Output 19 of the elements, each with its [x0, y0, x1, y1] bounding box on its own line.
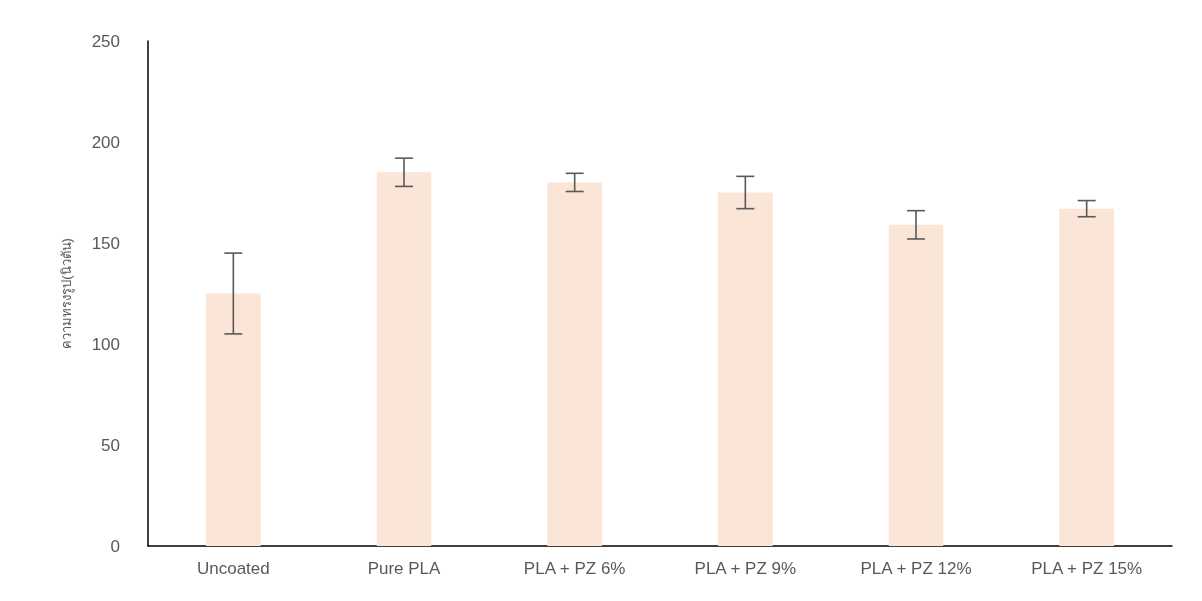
x-tick-label: PLA + PZ 9% — [694, 559, 797, 578]
bar — [1059, 208, 1114, 546]
x-tick-label: Pure PLA — [367, 559, 442, 578]
y-tick-label: 200 — [91, 132, 120, 152]
y-tick-label: 100 — [91, 334, 120, 354]
x-tick-label: PLA + PZ 6% — [523, 559, 626, 578]
bar — [206, 293, 261, 546]
x-tick-label: PLA + PZ 15% — [1031, 559, 1143, 578]
bar — [547, 182, 602, 546]
x-tick-label: Uncoated — [196, 559, 270, 578]
y-tick-label: 50 — [101, 435, 120, 455]
y-tick-label: 0 — [110, 536, 120, 556]
bar — [376, 172, 432, 546]
bar — [888, 224, 944, 546]
bar — [718, 192, 773, 546]
y-tick-label: 150 — [91, 233, 120, 253]
y-axis-title: ความทรงรูป(นิวตัน) — [59, 238, 75, 349]
x-tick-label: PLA + PZ 12% — [860, 559, 972, 578]
y-tick-label: 250 — [91, 31, 120, 51]
